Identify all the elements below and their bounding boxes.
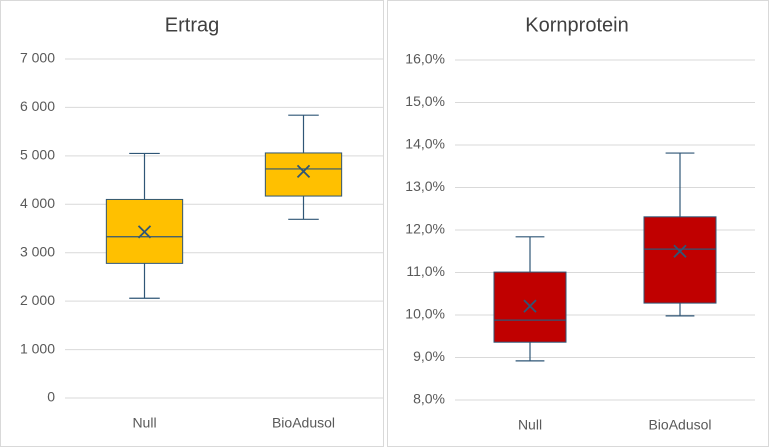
panel [0, 0, 384, 447]
mean-marker [296, 164, 311, 178]
y-tick-label: 11,0% [406, 263, 445, 279]
y-tick-label: 5 000 [20, 147, 55, 163]
chart-title: Kornprotein [525, 14, 628, 36]
x-tick-label: Null [518, 417, 542, 433]
y-tick-label: 2 000 [20, 292, 55, 308]
y-tick-label: 13,0% [405, 178, 445, 194]
mean-marker [523, 299, 537, 313]
box [264, 152, 343, 197]
y-tick-label: 4 000 [20, 195, 55, 211]
y-tick-label: 9,0% [413, 348, 445, 364]
y-tick-label: 12,0% [405, 221, 445, 237]
y-tick-label: 0 [47, 389, 55, 405]
y-tick-label: 6 000 [20, 98, 55, 114]
chart-title: Ertrag [165, 14, 219, 36]
y-tick-label: 3 000 [20, 243, 55, 259]
x-tick-label: BioAdusol [648, 417, 711, 433]
x-tick-label: Null [132, 415, 156, 431]
mean-marker [137, 225, 152, 239]
y-tick-label: 8,0% [413, 391, 445, 407]
y-tick-label: 15,0% [405, 93, 445, 109]
y-tick-label: 7 000 [20, 50, 55, 66]
box [643, 216, 717, 304]
y-tick-label: 10,0% [405, 306, 445, 322]
x-tick-label: BioAdusol [272, 415, 335, 431]
y-tick-label: 1 000 [20, 340, 55, 356]
y-tick-label: 16,0% [405, 51, 445, 67]
mean-marker [673, 244, 687, 258]
y-tick-label: 14,0% [405, 136, 445, 152]
